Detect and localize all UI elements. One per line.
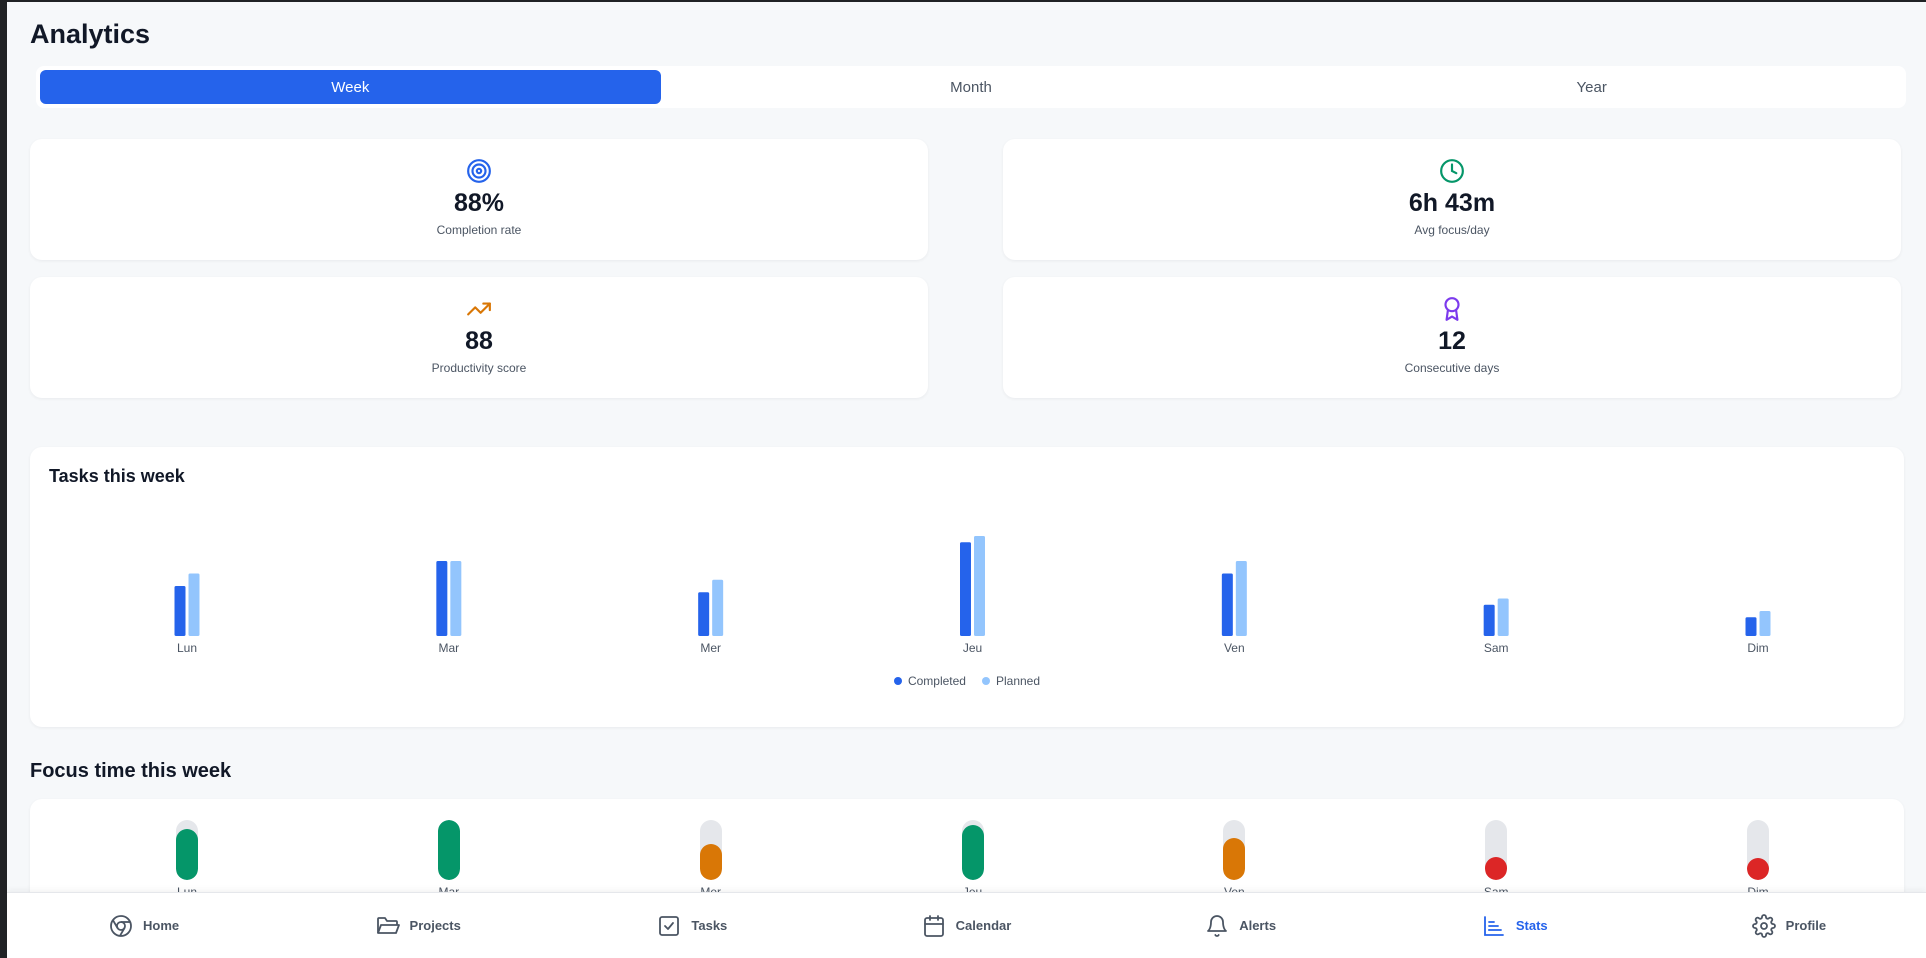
x-tick-label: Mer	[700, 641, 721, 655]
award-icon	[1444, 297, 1460, 321]
bar-planned-sam	[1497, 598, 1509, 636]
tab-week[interactable]: Week	[40, 70, 661, 104]
focus-bar-fill	[1485, 857, 1508, 880]
focus-bar-track-ven	[1223, 820, 1246, 880]
nav-tasks[interactable]: Tasks	[555, 893, 829, 958]
x-tick-label: Dim	[1747, 641, 1768, 655]
tab-month[interactable]: Month	[950, 78, 992, 96]
x-tick-label: Lun	[177, 641, 197, 655]
stat-value: 6h 43m	[1408, 189, 1496, 217]
legend-label: Planned	[995, 674, 1041, 688]
bar-planned-mar	[450, 561, 462, 636]
nav-label: Tasks	[691, 918, 728, 933]
stat-label: Completion rate	[436, 223, 522, 237]
focus-bar-track-jeu	[961, 820, 984, 880]
chart-title: Tasks this week	[49, 466, 185, 486]
page-title: Analytics	[30, 19, 151, 49]
nav-label: Calendar	[955, 918, 1012, 933]
focus-bar-fill	[1223, 838, 1246, 880]
legend-dot-completed	[893, 677, 902, 685]
stat-card-productivity-score: 88 Productivity score	[30, 277, 928, 398]
target-icon	[467, 159, 491, 183]
bar-completed-mar	[436, 561, 448, 636]
x-tick-label: Mar	[438, 641, 459, 655]
x-tick-label: Jeu	[963, 641, 982, 655]
stat-label: Consecutive days	[1404, 361, 1500, 375]
trending-up-icon	[467, 302, 491, 316]
bar-completed-jeu	[960, 542, 971, 636]
bar-chart-icon	[1483, 915, 1504, 936]
tasks-chart-card: Tasks this week Lun Mar Mer Jeu Ven Sam Dim Co…	[30, 447, 1904, 727]
bar-completed-ven	[1221, 573, 1233, 636]
focus-bar-fill	[699, 844, 722, 880]
stat-label: Avg focus/day	[1414, 223, 1490, 237]
focus-bar-track-mer	[699, 820, 722, 880]
bar-planned-mer	[712, 579, 724, 636]
stat-value: 88%	[453, 189, 505, 217]
nav-stats[interactable]: Stats	[1378, 893, 1652, 958]
nav-label: Stats	[1515, 918, 1548, 933]
legend-dot-planned	[981, 677, 990, 685]
stat-value: 88	[465, 327, 493, 355]
bar-planned-dim	[1759, 611, 1771, 636]
home-icon	[110, 914, 132, 937]
nav-alerts[interactable]: Alerts	[1104, 893, 1378, 958]
focus-bar-track-sam	[1485, 820, 1508, 880]
nav-profile[interactable]: Profile	[1652, 893, 1926, 958]
chart-legend: Completed Planned	[30, 674, 1904, 688]
bar-completed-sam	[1483, 604, 1495, 636]
focus-bar-track-lun	[176, 820, 198, 880]
bottom-navigation: Home Projects Tasks Calendar Alerts	[7, 892, 1926, 958]
stat-card-completion-rate: 88% Completion rate	[30, 139, 928, 260]
bell-icon	[1207, 914, 1228, 937]
nav-label: Profile	[1785, 918, 1827, 933]
focus-bar-fill	[176, 829, 198, 880]
task-check-icon	[659, 915, 680, 936]
nav-home[interactable]: Home	[7, 893, 281, 958]
folder-icon	[376, 916, 400, 934]
nav-label: Home	[143, 918, 180, 933]
nav-projects[interactable]: Projects	[281, 893, 555, 958]
gear-icon	[1751, 913, 1776, 938]
focus-bar-track-dim	[1747, 820, 1769, 880]
bar-planned-ven	[1235, 561, 1247, 636]
bar-planned-lun	[188, 573, 200, 636]
focus-bar-track-mar	[437, 820, 460, 880]
legend-label: Completed	[907, 674, 966, 688]
nav-label: Alerts	[1239, 918, 1277, 933]
stat-value: 12	[1438, 327, 1466, 355]
focus-section-title: Focus time this week	[30, 760, 232, 782]
focus-bar-fill	[437, 820, 460, 880]
period-segmented-control: Week Month Year	[36, 66, 1906, 108]
focus-bar-fill	[1747, 858, 1769, 880]
clock-icon	[1440, 159, 1464, 183]
x-tick-label: Sam	[1484, 641, 1509, 655]
tasks-bar-chart: Lun Mar Mer Jeu Ven Sam Dim	[174, 536, 1771, 655]
tab-year[interactable]: Year	[1576, 78, 1607, 96]
analytics-screen: Analytics Week Month Year 88% Completion…	[7, 2, 1926, 958]
stat-card-consecutive-days: 12 Consecutive days	[1003, 277, 1901, 398]
bar-completed-mer	[698, 592, 710, 636]
focus-bar-fill	[961, 824, 984, 880]
nav-calendar[interactable]: Calendar	[829, 893, 1103, 958]
bar-completed-lun	[174, 586, 186, 636]
stat-card-avg-focus: 6h 43m Avg focus/day	[1003, 139, 1901, 260]
legend-item-completed: Completed	[893, 674, 966, 688]
bar-planned-jeu	[974, 536, 985, 636]
legend-item-planned: Planned	[981, 674, 1041, 688]
nav-label: Projects	[409, 918, 461, 933]
x-tick-label: Ven	[1224, 641, 1245, 655]
calendar-icon	[923, 914, 944, 937]
stat-label: Productivity score	[431, 361, 527, 375]
bar-completed-dim	[1745, 617, 1757, 636]
